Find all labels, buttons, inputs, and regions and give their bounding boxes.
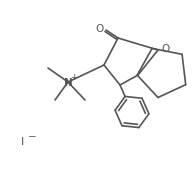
Text: −: − [28, 132, 36, 142]
Text: N: N [64, 78, 72, 88]
Text: O: O [161, 44, 169, 54]
Text: +: + [70, 72, 78, 81]
Text: O: O [95, 24, 103, 34]
Text: I: I [20, 137, 24, 147]
